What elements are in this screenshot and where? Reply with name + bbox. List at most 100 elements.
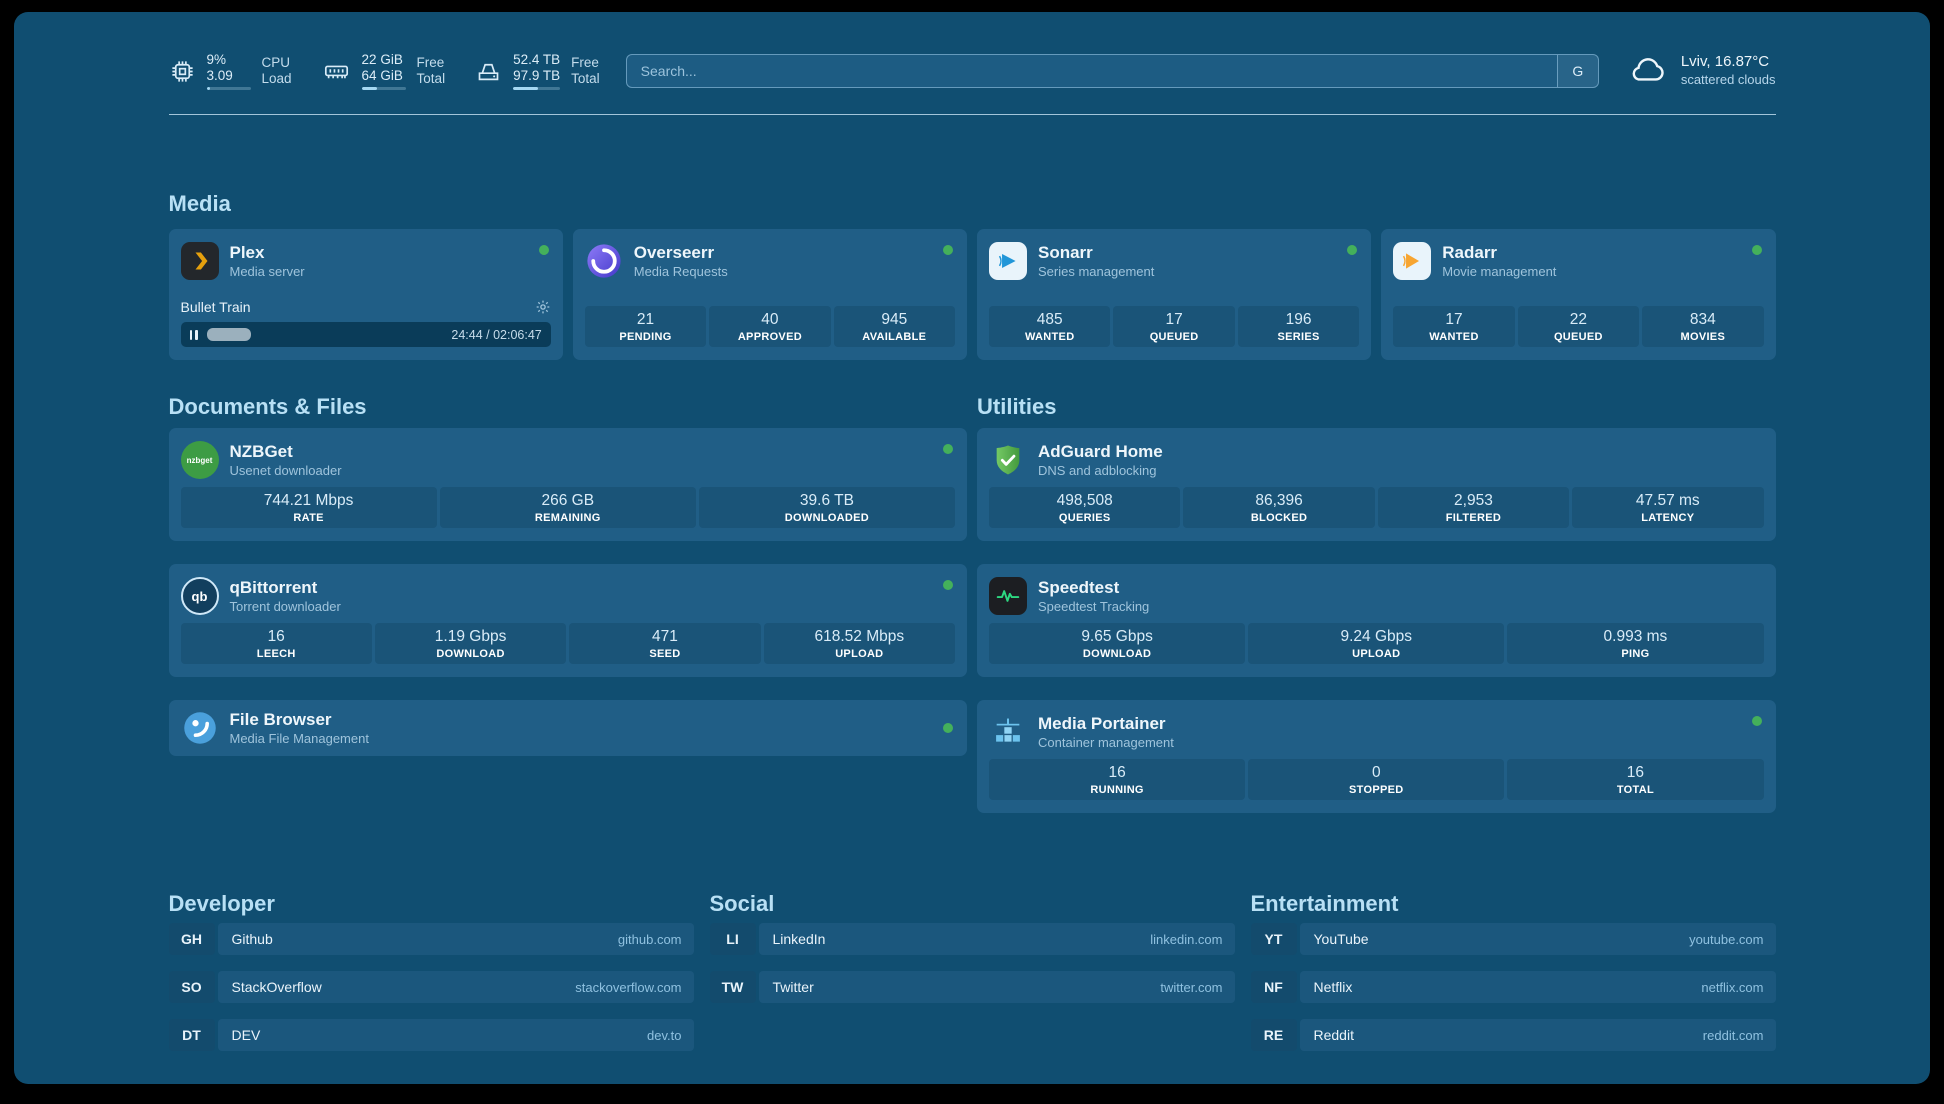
filebrowser-icon	[181, 709, 219, 747]
bookmark-abbr: RE	[1250, 1019, 1297, 1051]
stat-wanted: 485 WANTED	[989, 306, 1111, 347]
playback-progress	[206, 328, 252, 341]
bookmark-twitter[interactable]: TW Twitter twitter.com	[709, 971, 1235, 1003]
cpu-values: 9% 3.09	[206, 52, 251, 90]
stat-ping: 0.993 ms PING	[1507, 623, 1764, 664]
app-card-radarr[interactable]: Radarr Movie management 17 WANTED 22 QUE…	[1381, 229, 1776, 360]
playback-bar: 24:44 / 02:06:47	[180, 322, 551, 347]
memory-values: 22 GiB 64 GiB	[361, 52, 406, 90]
bookmark-abbr: SO	[168, 971, 215, 1003]
bookmark-name: Reddit	[1313, 1027, 1354, 1043]
app-desc: Series management	[1038, 263, 1155, 279]
app-card-speedtest[interactable]: Speedtest Speedtest Tracking 9.65 Gbps D…	[977, 564, 1776, 677]
sonarr-icon	[989, 242, 1027, 280]
stat-filtered: 2,953 FILTERED	[1377, 487, 1570, 528]
stat-total: 16 TOTAL	[1507, 759, 1764, 800]
memory-progress-bar	[361, 87, 406, 90]
stat-upload: 9.24 Gbps UPLOAD	[1248, 623, 1505, 664]
status-dot	[1347, 245, 1358, 255]
storage-monitor: 52.4 TB 97.9 TB Free Total	[475, 52, 600, 90]
app-desc: Container management	[1038, 734, 1174, 750]
stat-queued: 22 QUEUED	[1517, 306, 1640, 347]
bookmark-url: linkedin.com	[1150, 931, 1223, 947]
memory-monitor: 22 GiB 64 GiB Free Total	[322, 52, 446, 90]
section-title-social: Social	[709, 891, 775, 916]
system-monitors: 9% 3.09 CPU Load 22 GiB 64 Gi	[169, 52, 600, 90]
app-card-portainer[interactable]: Media Portainer Container management 16 …	[977, 700, 1776, 813]
status-dot	[943, 245, 953, 255]
stat-download: 1.19 Gbps DOWNLOAD	[374, 623, 567, 664]
section-documents: Documents & Files nzbget NZBGet Usenet d…	[168, 394, 967, 813]
bookmark-url: stackoverflow.com	[575, 979, 682, 995]
search-bar[interactable]: G	[625, 54, 1599, 88]
memory-labels: Free Total	[416, 55, 446, 86]
cpu-icon	[169, 58, 196, 85]
settings-gear-icon[interactable]	[535, 299, 551, 315]
search-engine-button[interactable]: G	[1556, 55, 1598, 87]
app-card-overseerr[interactable]: Overseerr Media Requests 21 PENDING 40 A…	[572, 229, 967, 360]
app-card-adguard[interactable]: AdGuard Home DNS and adblocking 498,508 …	[977, 428, 1776, 541]
playback-track[interactable]	[206, 328, 442, 341]
app-name: Media Portainer	[1038, 713, 1166, 733]
qbittorrent-icon: qb	[180, 577, 219, 615]
app-name: Sonarr	[1038, 242, 1093, 262]
app-desc: Torrent downloader	[229, 598, 341, 614]
status-dot	[943, 580, 953, 590]
bookmark-linkedin[interactable]: LI LinkedIn linkedin.com	[709, 923, 1235, 955]
stat-remaining: 266 GB REMAINING	[439, 487, 696, 528]
stat-movies: 834 MOVIES	[1642, 306, 1764, 347]
bookmark-url: github.com	[617, 931, 682, 947]
playback-time: 24:44 / 02:06:47	[451, 327, 542, 342]
app-card-sonarr[interactable]: Sonarr Series management 485 WANTED 17 Q…	[977, 229, 1372, 360]
bookmark-abbr: LI	[709, 923, 756, 955]
stat-series: 196 SERIES	[1237, 306, 1360, 347]
app-card-qbittorrent[interactable]: qb qBittorrent Torrent downloader 16 LEE…	[168, 564, 967, 677]
app-name: Plex	[229, 242, 265, 262]
stat-blocked: 86,396 BLOCKED	[1183, 487, 1375, 528]
app-desc: Media File Management	[229, 730, 369, 746]
bookmark-github[interactable]: GH Github github.com	[168, 923, 694, 955]
storage-values: 52.4 TB 97.9 TB	[513, 52, 561, 90]
bookmark-name: LinkedIn	[772, 931, 826, 947]
bookmark-dev[interactable]: DT DEV dev.to	[168, 1019, 694, 1051]
bookmark-reddit[interactable]: RE Reddit reddit.com	[1250, 1019, 1776, 1051]
app-name: File Browser	[229, 709, 332, 729]
pause-icon[interactable]	[189, 329, 198, 340]
section-title-entertainment: Entertainment	[1250, 891, 1399, 916]
plex-now-playing: Bullet Train 24:44 / 02:06:47	[180, 299, 551, 347]
bookmark-stackoverflow[interactable]: SO StackOverflow stackoverflow.com	[168, 971, 694, 1003]
app-card-plex[interactable]: Plex Media server Bullet Train	[168, 229, 563, 360]
bookmark-url: twitter.com	[1160, 979, 1223, 995]
bookmark-youtube[interactable]: YT YouTube youtube.com	[1250, 923, 1776, 955]
search-input[interactable]	[626, 55, 1557, 87]
speedtest-icon	[989, 577, 1027, 615]
ram-icon	[322, 58, 351, 85]
section-utilities: Utilities AdGuard Home DNS and adblockin…	[977, 394, 1776, 813]
bookmark-netflix[interactable]: NF Netflix netflix.com	[1250, 971, 1776, 1003]
status-dot	[1751, 245, 1762, 255]
cpu-monitor: 9% 3.09 CPU Load	[169, 52, 292, 90]
weather-condition: scattered clouds	[1680, 72, 1776, 87]
nzbget-icon: nzbget	[180, 441, 219, 479]
cpu-labels: CPU Load	[261, 55, 292, 86]
bookmark-name: StackOverflow	[231, 979, 322, 995]
stat-leech: 16 LEECH	[180, 623, 372, 664]
bookmark-url: youtube.com	[1689, 931, 1764, 947]
bookmark-abbr: YT	[1250, 923, 1297, 955]
bookmark-url: reddit.com	[1702, 1027, 1764, 1043]
app-name: AdGuard Home	[1038, 441, 1163, 461]
stat-download: 9.65 Gbps DOWNLOAD	[989, 623, 1246, 664]
disk-icon	[475, 58, 502, 85]
bookmark-name: Twitter	[772, 979, 814, 995]
app-desc: Usenet downloader	[229, 462, 342, 478]
app-card-filebrowser[interactable]: File Browser Media File Management	[168, 700, 967, 756]
app-name: Radarr	[1442, 242, 1498, 262]
app-card-nzbget[interactable]: nzbget NZBGet Usenet downloader 744.21 M…	[168, 428, 967, 541]
bookmarks-social: Social LI LinkedIn linkedin.com TW Twitt…	[709, 891, 1235, 1051]
radarr-icon	[1393, 242, 1432, 280]
stat-stopped: 0 STOPPED	[1248, 759, 1505, 800]
cpu-progress-bar	[206, 87, 251, 90]
plex-icon	[180, 242, 219, 280]
bookmark-name: Github	[231, 931, 273, 947]
stat-upload: 618.52 Mbps UPLOAD	[763, 623, 955, 664]
